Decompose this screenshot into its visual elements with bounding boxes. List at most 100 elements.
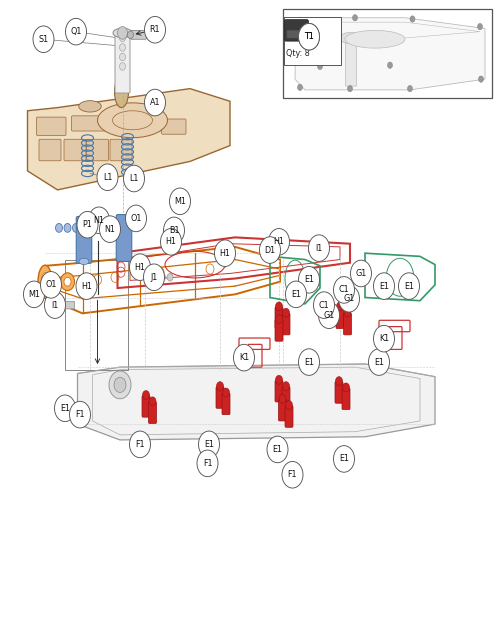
Circle shape [286,281,306,308]
Text: T1: T1 [304,32,314,41]
Text: G1: G1 [324,311,334,320]
Text: F1: F1 [135,440,145,449]
FancyBboxPatch shape [284,17,342,65]
FancyBboxPatch shape [282,387,290,408]
Circle shape [298,266,320,293]
FancyBboxPatch shape [222,393,230,415]
Text: D1: D1 [264,246,276,254]
Circle shape [336,302,344,311]
Circle shape [268,229,289,255]
Circle shape [222,388,230,397]
Text: E1: E1 [379,282,389,291]
Text: H1: H1 [81,282,92,291]
Circle shape [24,281,44,308]
Text: N1: N1 [94,216,104,225]
Text: K1: K1 [239,353,249,362]
Text: M1: M1 [28,290,40,299]
Circle shape [120,34,126,42]
Polygon shape [295,18,485,90]
Circle shape [84,220,92,230]
Circle shape [56,223,62,232]
FancyBboxPatch shape [130,30,146,39]
Circle shape [96,223,103,232]
Circle shape [298,23,320,50]
Circle shape [342,383,349,392]
Circle shape [334,277,354,303]
Text: S1: S1 [38,35,48,44]
Circle shape [122,223,128,232]
Circle shape [410,16,415,22]
Circle shape [398,273,419,299]
FancyBboxPatch shape [126,116,161,131]
Ellipse shape [98,103,168,138]
Circle shape [144,16,166,43]
Circle shape [175,195,185,208]
Circle shape [234,344,254,371]
FancyBboxPatch shape [216,387,224,408]
FancyBboxPatch shape [64,139,86,161]
Circle shape [44,277,58,293]
Text: O1: O1 [130,214,141,223]
FancyBboxPatch shape [346,37,356,86]
Ellipse shape [38,265,52,298]
Circle shape [72,223,80,232]
Text: E1: E1 [304,358,314,367]
Circle shape [160,229,182,255]
Circle shape [318,302,340,329]
Text: E1: E1 [272,445,282,454]
FancyBboxPatch shape [285,406,293,427]
Text: H1: H1 [134,263,145,272]
Circle shape [286,401,292,410]
Circle shape [66,18,86,45]
Circle shape [282,382,290,391]
FancyBboxPatch shape [76,216,92,263]
Circle shape [97,164,118,191]
Text: E1: E1 [304,275,314,284]
Circle shape [120,53,126,61]
Circle shape [44,292,66,318]
Circle shape [54,395,76,422]
FancyBboxPatch shape [162,119,186,134]
Circle shape [60,273,74,291]
Circle shape [478,76,484,82]
Text: G1: G1 [344,294,354,303]
Circle shape [308,235,330,261]
FancyBboxPatch shape [86,139,108,161]
Circle shape [64,277,71,286]
Circle shape [130,254,150,280]
Text: J1: J1 [150,273,158,282]
Circle shape [118,27,128,39]
Circle shape [48,281,54,289]
Circle shape [144,273,150,281]
Ellipse shape [79,101,101,112]
Circle shape [160,273,166,281]
Circle shape [144,89,166,116]
FancyBboxPatch shape [335,382,343,403]
Text: T1: T1 [304,32,314,41]
Circle shape [298,17,302,23]
FancyBboxPatch shape [336,307,344,329]
FancyBboxPatch shape [287,30,306,38]
Circle shape [388,62,392,68]
Circle shape [130,431,150,458]
Text: H1: H1 [220,249,230,258]
Text: O1: O1 [46,280,56,289]
Circle shape [144,264,165,291]
Text: H1: H1 [274,237,284,246]
Circle shape [374,273,394,299]
FancyBboxPatch shape [48,291,60,298]
Circle shape [352,15,358,21]
Text: E1: E1 [291,290,301,299]
Ellipse shape [79,258,89,265]
FancyBboxPatch shape [284,20,308,41]
Text: C1: C1 [338,285,349,294]
Text: E1: E1 [404,282,414,291]
FancyBboxPatch shape [264,246,278,254]
Ellipse shape [41,273,49,291]
FancyBboxPatch shape [282,9,492,98]
Text: E1: E1 [339,454,349,463]
Circle shape [298,23,320,50]
Polygon shape [78,364,435,440]
Circle shape [136,262,144,272]
Text: K1: K1 [379,334,389,343]
